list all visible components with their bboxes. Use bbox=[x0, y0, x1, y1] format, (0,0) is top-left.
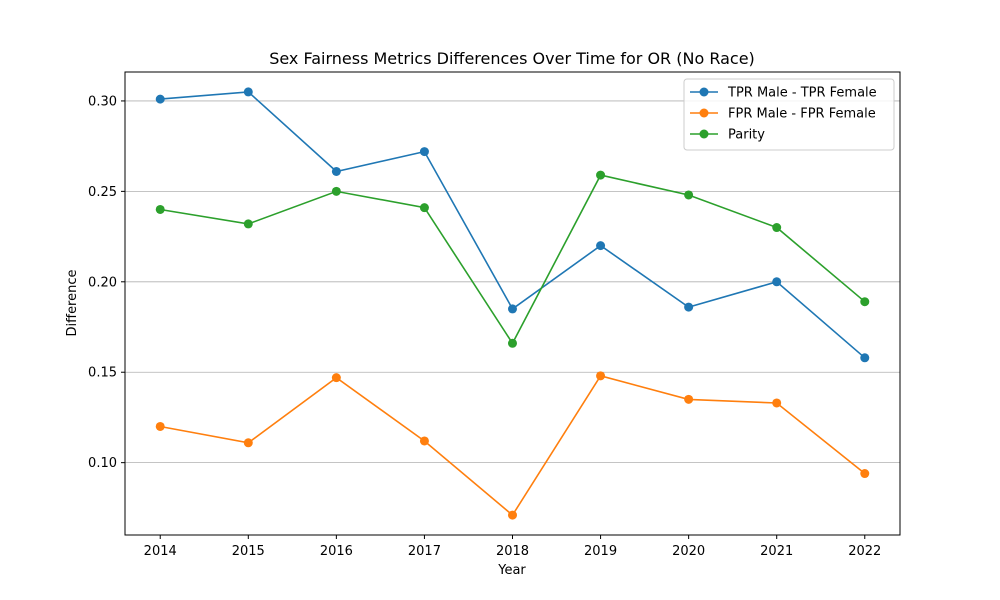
data-point bbox=[508, 304, 517, 314]
series-2 bbox=[155, 371, 870, 520]
legend-marker bbox=[699, 129, 709, 139]
data-point bbox=[331, 373, 341, 383]
data-point bbox=[772, 398, 782, 408]
data-point bbox=[419, 203, 429, 213]
y-tick-label: 0.30 bbox=[88, 94, 117, 109]
y-axis-label: Difference bbox=[65, 269, 80, 336]
y-tick-label: 0.10 bbox=[88, 456, 117, 471]
data-point bbox=[419, 147, 429, 157]
legend-item: Parity bbox=[690, 128, 765, 143]
data-point bbox=[243, 219, 253, 229]
chart-title: Sex Fairness Metrics Differences Over Ti… bbox=[269, 49, 755, 68]
series-lines bbox=[155, 87, 870, 520]
x-tick-label: 2018 bbox=[496, 544, 529, 559]
series-line bbox=[160, 374, 866, 517]
data-point bbox=[596, 170, 606, 180]
y-tick-label: 0.20 bbox=[88, 275, 117, 290]
data-point bbox=[331, 186, 341, 196]
data-point bbox=[684, 394, 694, 404]
legend-marker bbox=[699, 87, 709, 97]
x-tick-label: 2019 bbox=[584, 544, 617, 559]
legend-label: FPR Male - FPR Female bbox=[728, 107, 876, 122]
series-1 bbox=[155, 87, 870, 363]
data-point bbox=[243, 87, 253, 97]
legend-marker bbox=[699, 108, 709, 118]
x-tick-label: 2017 bbox=[408, 544, 441, 559]
series-3 bbox=[155, 170, 870, 348]
data-point bbox=[508, 510, 517, 520]
data-point bbox=[331, 166, 341, 176]
data-point bbox=[860, 353, 870, 363]
data-point bbox=[772, 223, 782, 233]
data-point bbox=[243, 438, 253, 448]
x-axis-label: Year bbox=[497, 563, 526, 578]
data-point bbox=[860, 297, 870, 307]
gridlines bbox=[125, 100, 900, 464]
data-point bbox=[419, 436, 429, 446]
data-point bbox=[508, 338, 517, 348]
x-tick-label: 2022 bbox=[848, 544, 881, 559]
data-point bbox=[596, 241, 606, 251]
legend-item: FPR Male - FPR Female bbox=[690, 107, 876, 122]
legend: TPR Male - TPR Female FPR Male - FPR Fema… bbox=[683, 78, 895, 151]
axis-ticks: 0.10 0.15 0.20 0.25 0.30 2014 2015 2016 2017 2018… bbox=[88, 94, 881, 559]
y-tick-label: 0.15 bbox=[88, 366, 117, 381]
legend-label: Parity bbox=[728, 128, 765, 143]
data-point bbox=[596, 371, 606, 381]
x-tick-label: 2014 bbox=[144, 544, 177, 559]
x-tick-label: 2020 bbox=[672, 544, 705, 559]
data-point bbox=[155, 204, 165, 214]
legend-item: TPR Male - TPR Female bbox=[690, 86, 877, 101]
data-point bbox=[684, 190, 694, 200]
data-point bbox=[684, 302, 694, 312]
legend-frame bbox=[683, 78, 895, 151]
y-tick-label: 0.25 bbox=[88, 185, 117, 200]
data-point bbox=[772, 277, 782, 287]
data-point bbox=[155, 94, 165, 104]
series-line bbox=[160, 174, 866, 345]
x-tick-label: 2021 bbox=[760, 544, 793, 559]
legend-label: TPR Male - TPR Female bbox=[727, 86, 877, 101]
x-tick-label: 2015 bbox=[232, 544, 265, 559]
data-point bbox=[860, 469, 870, 479]
x-tick-label: 2016 bbox=[320, 544, 353, 559]
data-point bbox=[155, 421, 165, 431]
